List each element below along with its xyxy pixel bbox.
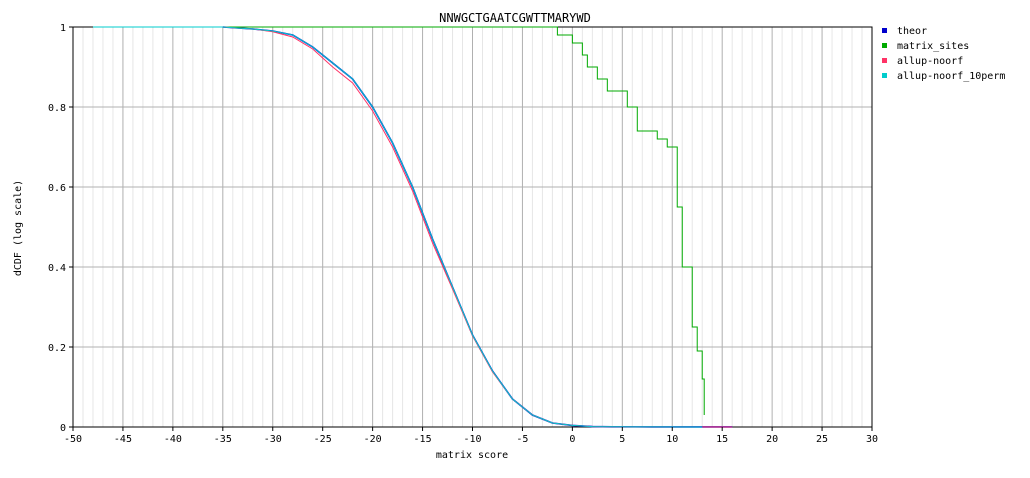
y-axis-label: dCDF (log scale) bbox=[13, 180, 24, 276]
legend-swatch-matrix-sites bbox=[882, 43, 887, 48]
chart-title: NNWGCTGAATCGWTTMARYWD bbox=[439, 11, 591, 25]
x-tick-label: -30 bbox=[264, 434, 282, 445]
x-tick-label: 5 bbox=[619, 434, 625, 445]
y-tick-label: 0.2 bbox=[48, 343, 66, 354]
legend-label-allup-noorf-10perm: allup-noorf_10perm bbox=[897, 71, 1005, 82]
legend-swatch-allup-noorf-10perm bbox=[882, 73, 887, 78]
x-tick-label: 25 bbox=[816, 434, 828, 445]
x-tick-label: -10 bbox=[463, 434, 481, 445]
x-tick-label: -35 bbox=[214, 434, 232, 445]
x-tick-label: 0 bbox=[569, 434, 575, 445]
y-tick-label: 1 bbox=[60, 23, 66, 34]
x-tick-label: 10 bbox=[666, 434, 678, 445]
x-tick-label: -45 bbox=[114, 434, 132, 445]
x-tick-label: -5 bbox=[516, 434, 528, 445]
legend-swatch-allup-noorf bbox=[882, 58, 887, 63]
minor-grid bbox=[82, 27, 863, 427]
x-axis-ticks: -50 -45 -40 -35 -30 -25 -20 -15 -10 -5 0 5 10 15 20 25 3… bbox=[64, 427, 878, 445]
series-matrix-sites-line bbox=[92, 26, 705, 415]
x-tick-label: -25 bbox=[314, 434, 332, 445]
legend: theor matrix_sites allup-noorf allup-noorf_… bbox=[882, 26, 1005, 82]
y-tick-label: 0.4 bbox=[48, 263, 66, 274]
x-tick-label: -50 bbox=[64, 434, 82, 445]
legend-label-matrix-sites: matrix_sites bbox=[897, 41, 969, 52]
x-tick-label: 30 bbox=[866, 434, 878, 445]
x-tick-label: -15 bbox=[414, 434, 432, 445]
y-tick-label: 0 bbox=[60, 423, 66, 434]
major-grid bbox=[72, 26, 873, 428]
y-tick-label: 0.8 bbox=[48, 103, 66, 114]
y-axis-ticks: 0 0.2 0.4 0.6 0.8 1 bbox=[48, 23, 73, 434]
legend-swatch-theor bbox=[882, 28, 887, 33]
x-axis-label: matrix score bbox=[436, 450, 508, 461]
x-tick-label: 15 bbox=[716, 434, 728, 445]
x-tick-label: -40 bbox=[164, 434, 182, 445]
series-allup-noorf-10perm-line bbox=[92, 26, 703, 428]
series-layer bbox=[92, 26, 733, 428]
y-tick-label: 0.6 bbox=[48, 183, 66, 194]
x-tick-label: 20 bbox=[766, 434, 778, 445]
legend-label-allup-noorf: allup-noorf bbox=[897, 56, 963, 67]
legend-label-theor: theor bbox=[897, 26, 927, 37]
x-tick-label: -20 bbox=[364, 434, 382, 445]
